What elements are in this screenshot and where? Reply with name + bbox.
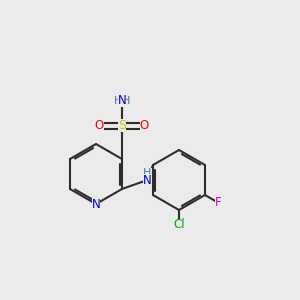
Text: H: H — [122, 95, 130, 106]
Text: H: H — [143, 167, 152, 178]
Text: S: S — [118, 119, 126, 133]
Text: O: O — [95, 119, 104, 133]
Text: H: H — [114, 95, 123, 106]
Text: F: F — [214, 196, 221, 209]
Text: N: N — [118, 94, 126, 107]
Text: N: N — [143, 173, 152, 187]
Text: Cl: Cl — [173, 218, 185, 232]
Text: N: N — [92, 197, 100, 211]
Text: O: O — [140, 119, 149, 133]
